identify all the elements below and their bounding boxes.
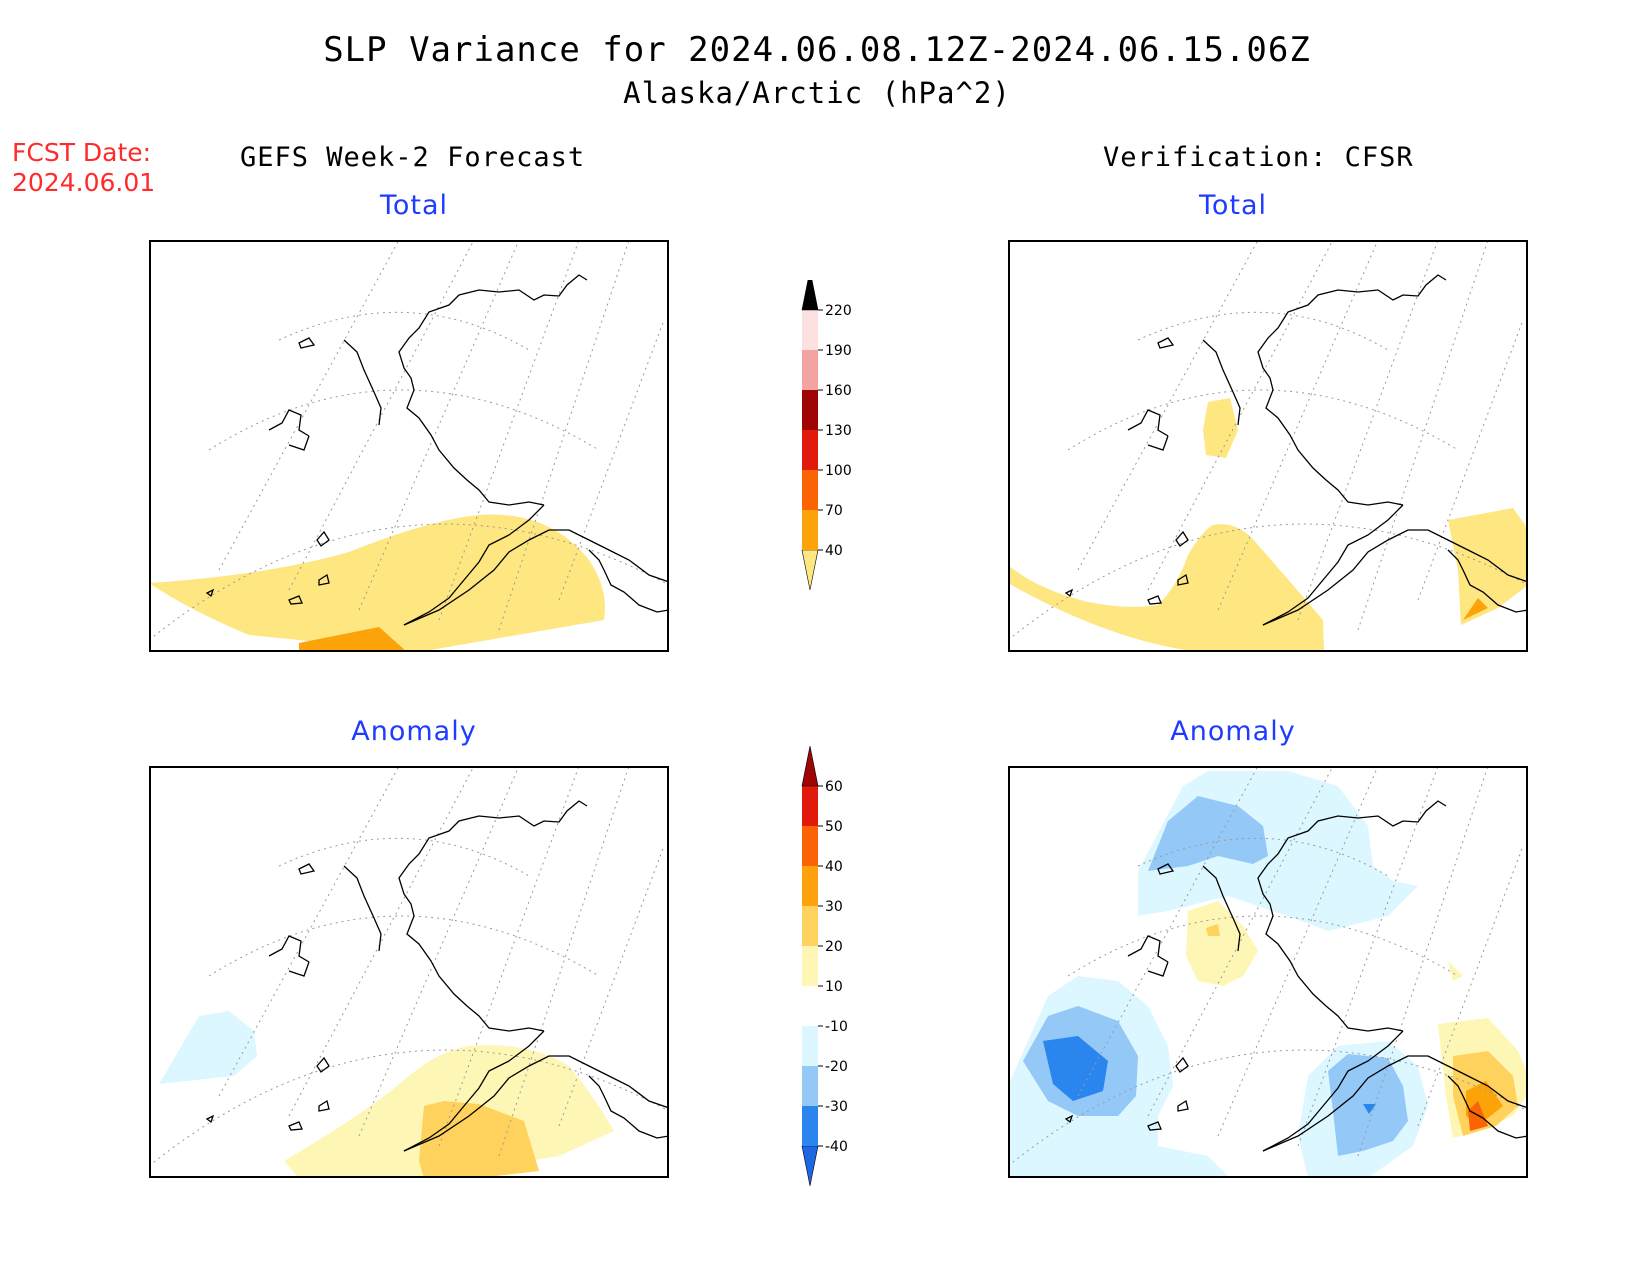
anomaly-colorbar-tick-label: 60 xyxy=(825,779,843,795)
map-frame xyxy=(149,240,669,652)
total-colorbar-tick-label: 160 xyxy=(825,383,852,399)
anomaly-colorbar-tick-label: 20 xyxy=(825,939,843,955)
anomaly-colorbar-tick-label: -20 xyxy=(825,1059,848,1075)
anomaly-colorbar-segment xyxy=(802,1066,818,1106)
verification-anomaly-label: Anomaly xyxy=(1170,716,1296,747)
anomaly-colorbar-segment xyxy=(802,1106,818,1146)
anomaly-colorbar-segment xyxy=(802,986,818,1026)
verification-total-label: Total xyxy=(1198,190,1268,221)
total-colorbar-segment xyxy=(802,390,818,430)
anomaly-colorbar: -40 -30 -20 -10 10 20 30 40 50 60 xyxy=(801,746,848,1187)
total-colorbar-extension-low xyxy=(801,549,819,591)
anomaly-colorbar-tick-label: 50 xyxy=(825,819,843,835)
anomaly-colorbar-segment xyxy=(802,1026,818,1066)
anomaly-colorbar-segment xyxy=(802,866,818,906)
graticule xyxy=(149,766,669,1167)
graticule xyxy=(149,240,669,641)
anomaly-field xyxy=(1008,771,1528,1178)
fcst-date-label: FCST Date: xyxy=(12,138,152,167)
forecast-total-map xyxy=(149,240,669,652)
total-colorbar-segment xyxy=(802,350,818,390)
plot-title: SLP Variance for 2024.06.08.12Z-2024.06.… xyxy=(323,30,1311,70)
total-colorbar-segment xyxy=(802,430,818,470)
coastline xyxy=(205,800,669,1152)
map-frame xyxy=(149,766,669,1178)
graticule xyxy=(1008,240,1528,641)
forecast-anomaly-map xyxy=(149,766,669,1178)
total-colorbar-tick-label: 100 xyxy=(825,463,852,479)
anomaly-colorbar-extension-low xyxy=(801,1145,819,1187)
total-colorbar-extension-high xyxy=(801,280,819,311)
anomaly-colorbar-segment xyxy=(802,946,818,986)
total-colorbar-tick-label: 130 xyxy=(825,423,852,439)
total-colorbar-segment xyxy=(802,470,818,510)
graticule xyxy=(1008,766,1528,1167)
total-colorbar-segment xyxy=(802,310,818,350)
anomaly-colorbar-tick-label: -30 xyxy=(825,1099,848,1115)
map-frame xyxy=(1008,766,1528,1178)
anomaly-colorbar-tick-label: -40 xyxy=(825,1139,848,1155)
total-colorbar-segment xyxy=(802,510,818,550)
anomaly-colorbar-extension-high xyxy=(801,746,819,787)
total-colorbar-tick-label: 70 xyxy=(825,503,843,519)
coastline xyxy=(205,274,669,626)
total-colorbar-tick-label: 220 xyxy=(825,303,852,319)
total-colorbar-tick-label: 40 xyxy=(825,543,843,559)
anomaly-field xyxy=(159,1011,614,1178)
anomaly-colorbar-segment xyxy=(802,906,818,946)
anomaly-colorbar-tick-label: 40 xyxy=(825,859,843,875)
anomaly-colorbar-tick-label: 30 xyxy=(825,899,843,915)
verification-total-map xyxy=(1008,240,1528,652)
total-colorbar: 40 70 100 130 160 190 220 xyxy=(801,280,852,591)
coastline xyxy=(1064,800,1528,1152)
forecast-anomaly-label: Anomaly xyxy=(351,716,477,747)
fcst-date-value: 2024.06.01 xyxy=(12,168,156,197)
coastline xyxy=(1064,274,1528,626)
map-frame xyxy=(1008,240,1528,652)
anomaly-colorbar-segment xyxy=(802,826,818,866)
plot-subtitle: Alaska/Arctic (hPa^2) xyxy=(623,76,1011,110)
forecast-column-heading: GEFS Week-2 Forecast xyxy=(240,142,586,173)
total-variance-field xyxy=(149,514,605,652)
anomaly-colorbar-tick-label: 10 xyxy=(825,979,843,995)
forecast-total-label: Total xyxy=(379,190,449,221)
total-variance-field xyxy=(1008,398,1528,652)
verification-anomaly-map xyxy=(1008,766,1528,1178)
verification-column-heading: Verification: CFSR xyxy=(1103,142,1414,173)
anomaly-colorbar-segment xyxy=(802,786,818,826)
total-colorbar-tick-label: 190 xyxy=(825,343,852,359)
anomaly-colorbar-tick-label: -10 xyxy=(825,1019,848,1035)
